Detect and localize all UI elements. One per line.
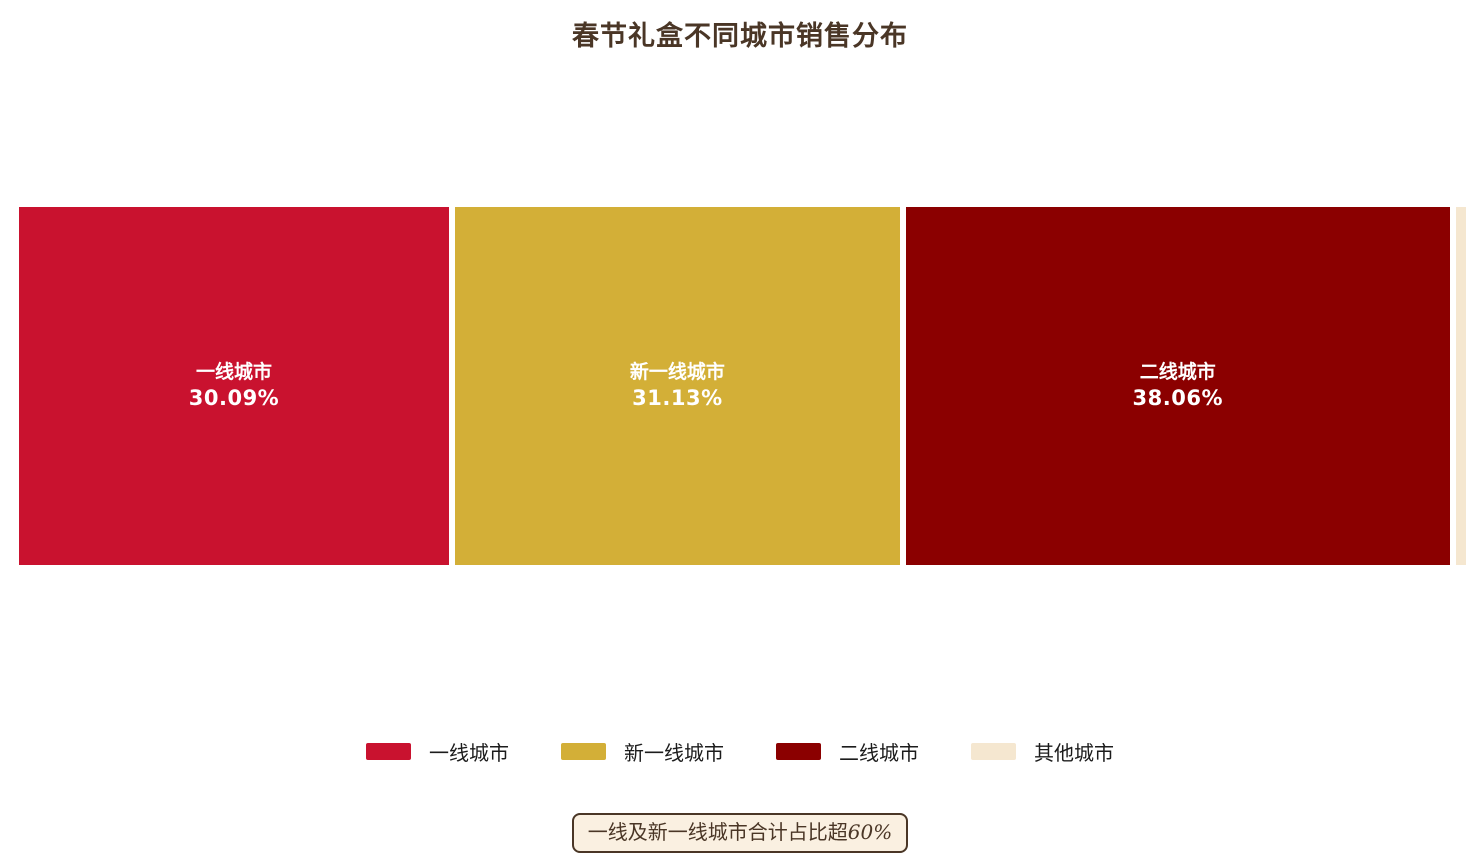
legend-item-new-tier-1[interactable]: 新一线城市	[561, 737, 724, 766]
legend-swatch-tier-2	[776, 743, 821, 760]
segment-label-tier-2: 二线城市	[1139, 360, 1216, 383]
legend-item-other[interactable]: 其他城市	[971, 737, 1114, 766]
annotation-row: 一线及新一线城市合计占比超60%	[0, 813, 1480, 853]
chart-title: 春节礼盒不同城市销售分布	[572, 21, 908, 52]
bar-segment-other[interactable]	[1455, 207, 1466, 565]
bar-segment-new-tier-1[interactable]: 新一线城市 31.13%	[454, 207, 900, 565]
bar-segment-tier-2[interactable]: 二线城市 38.06%	[905, 207, 1450, 565]
segment-label-tier-1: 一线城市	[195, 360, 272, 383]
legend-item-tier-2[interactable]: 二线城市	[776, 737, 919, 766]
segment-value-tier-2: 38.06%	[1132, 386, 1223, 411]
legend-item-tier-1[interactable]: 一线城市	[366, 737, 509, 766]
annotation-box: 一线及新一线城市合计占比超60%	[571, 813, 909, 853]
annotation-text: 一线及新一线城市合计占比超	[587, 820, 848, 844]
annotation-highlight: 60%	[847, 820, 893, 844]
legend-label-new-tier-1: 新一线城市	[624, 741, 724, 765]
bar-segment-tier-1[interactable]: 一线城市 30.09%	[19, 207, 449, 565]
legend-label-other: 其他城市	[1034, 741, 1114, 765]
stacked-bar: 一线城市 30.09% 新一线城市 31.13% 二线城市 38.06%	[19, 207, 1466, 565]
legend-swatch-tier-1	[366, 743, 411, 760]
legend-label-tier-1: 一线城市	[429, 741, 509, 765]
legend-label-tier-2: 二线城市	[839, 741, 919, 765]
legend: 一线城市 新一线城市 二线城市 其他城市	[0, 737, 1480, 766]
segment-value-tier-1: 30.09%	[188, 386, 280, 411]
legend-swatch-other	[971, 743, 1016, 760]
segment-label-new-tier-1: 新一线城市	[629, 360, 725, 383]
segment-value-new-tier-1: 31.13%	[632, 386, 723, 411]
legend-swatch-new-tier-1	[561, 743, 606, 760]
